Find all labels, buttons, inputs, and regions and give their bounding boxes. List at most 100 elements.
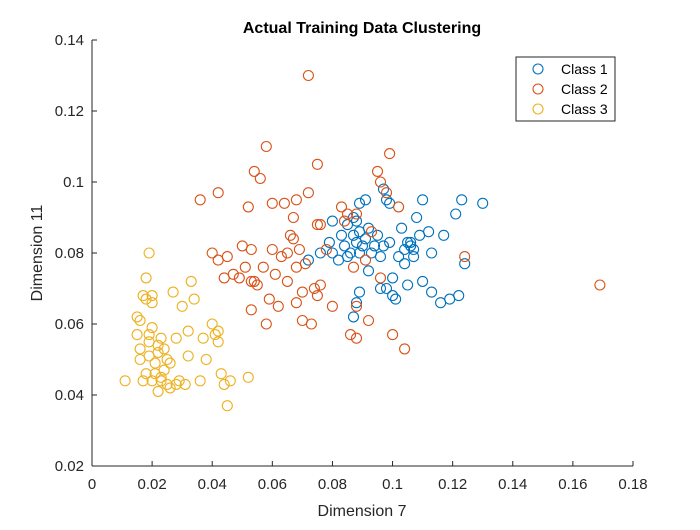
x-tick-label: 0.14 [498, 476, 527, 493]
data-point [155, 371, 167, 383]
data-point [338, 215, 351, 227]
data-point [402, 279, 414, 291]
legend-item: Class 3 [532, 101, 608, 117]
data-point [164, 357, 176, 369]
data-point [350, 208, 363, 220]
data-point [362, 222, 375, 234]
data-point [161, 378, 173, 390]
data-point [359, 194, 372, 206]
data-point [218, 272, 230, 284]
data-point [371, 165, 384, 177]
data-point [161, 353, 173, 366]
x-tick-label: 0.02 [138, 476, 167, 493]
data-point [350, 300, 363, 312]
data-point [182, 325, 194, 337]
data-point [356, 240, 369, 252]
data-point [408, 243, 420, 256]
data-point [456, 194, 468, 206]
data-point [365, 226, 378, 238]
data-point [320, 243, 332, 256]
data-point [278, 197, 290, 209]
data-point [399, 258, 411, 270]
data-point [224, 375, 236, 387]
data-point [350, 332, 363, 344]
data-point [350, 215, 363, 227]
data-point [134, 343, 146, 355]
data-point [206, 247, 218, 259]
data-point [206, 318, 218, 330]
x-tick-label: 0.04 [198, 476, 227, 493]
legend-label: Class 3 [561, 101, 608, 117]
data-point [146, 322, 158, 334]
data-point [170, 332, 182, 344]
y-tick-label: 0.08 [55, 245, 84, 262]
data-point [212, 187, 224, 199]
data-point [341, 208, 354, 220]
data-point [387, 329, 399, 341]
data-point [314, 279, 326, 291]
series-3 [119, 247, 254, 412]
data-point [594, 279, 606, 291]
data-point [176, 300, 188, 312]
data-point [411, 211, 423, 224]
data-point [137, 375, 149, 387]
data-point [380, 187, 393, 199]
x-axis-label: Dimension 7 [318, 503, 407, 520]
data-point [158, 343, 170, 355]
data-point [359, 254, 372, 266]
data-point [374, 282, 387, 295]
data-point [380, 282, 393, 295]
data-point [311, 290, 323, 302]
data-point [143, 247, 155, 259]
data-point [341, 251, 354, 263]
data-point [248, 275, 260, 287]
data-point [374, 176, 387, 188]
data-point [290, 297, 302, 309]
data-point [212, 325, 224, 337]
chart-title: Actual Training Data Clustering [243, 20, 481, 37]
data-point [323, 236, 335, 248]
data-point [362, 265, 375, 277]
data-point [368, 240, 381, 252]
data-point [284, 229, 296, 241]
data-point [308, 282, 320, 295]
data-point [377, 183, 390, 195]
data-point [245, 275, 257, 287]
data-point [215, 368, 227, 380]
data-point [143, 329, 155, 341]
y-tick-label: 0.04 [55, 387, 84, 404]
data-point [350, 297, 363, 309]
data-point [254, 172, 266, 185]
data-point [314, 247, 326, 259]
data-point [393, 201, 405, 213]
legend-label: Class 2 [561, 81, 608, 97]
data-point [209, 329, 221, 341]
data-point [305, 318, 317, 330]
data-point [140, 272, 152, 284]
legend-marker [532, 83, 544, 95]
x-tick-label: 0.16 [558, 476, 587, 493]
data-point [402, 236, 414, 248]
data-point [353, 247, 366, 259]
series-2 [194, 69, 606, 355]
data-point [399, 343, 411, 355]
data-point [384, 236, 396, 248]
data-point [251, 279, 263, 291]
data-point [347, 261, 360, 273]
data-point [296, 286, 308, 298]
data-point [239, 261, 251, 273]
data-point [314, 219, 326, 231]
data-point [459, 251, 471, 263]
data-point [302, 254, 314, 266]
data-point [347, 229, 360, 241]
data-point [423, 226, 435, 238]
data-point [185, 275, 197, 287]
data-point [405, 240, 417, 252]
data-point [417, 194, 429, 206]
series-1 [302, 183, 489, 323]
data-point [281, 275, 293, 287]
data-point [194, 375, 206, 387]
data-point [269, 268, 281, 280]
